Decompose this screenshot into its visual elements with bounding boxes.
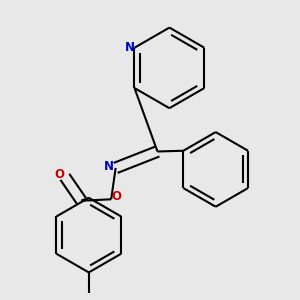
- Text: O: O: [112, 190, 122, 203]
- Text: N: N: [125, 41, 135, 54]
- Text: N: N: [104, 160, 114, 173]
- Text: O: O: [55, 168, 64, 181]
